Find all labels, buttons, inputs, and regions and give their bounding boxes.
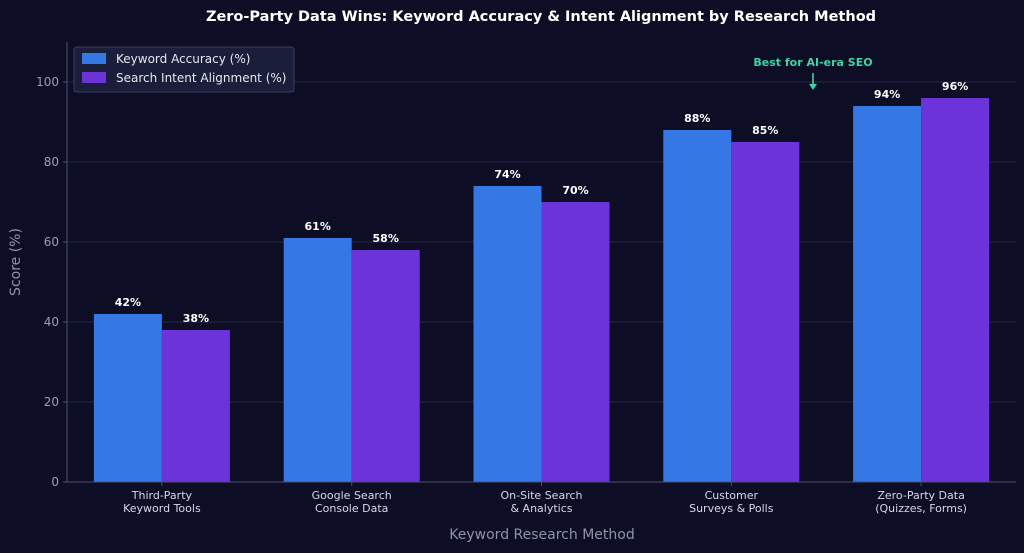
- legend-label-keyword-accuracy: Keyword Accuracy (%): [116, 52, 250, 66]
- data-label-1-3: 85%: [752, 124, 778, 137]
- y-tick-label-0: 0: [51, 475, 59, 489]
- data-label-1-4: 96%: [942, 80, 968, 93]
- y-tick-label-40: 40: [44, 315, 59, 329]
- x-tick-label-4: Zero-Party Data (Quizzes, Forms): [875, 489, 967, 515]
- bar-intent-alignment-0: [161, 330, 230, 482]
- data-label-0-2: 74%: [494, 168, 520, 181]
- legend-swatch-keyword-accuracy: [82, 53, 106, 64]
- y-tick-label-80: 80: [44, 155, 59, 169]
- data-label-1-1: 58%: [373, 232, 399, 245]
- x-axis-title: Keyword Research Method: [449, 527, 634, 543]
- data-label-0-0: 42%: [115, 296, 141, 309]
- chart-title: Zero-Party Data Wins: Keyword Accuracy &…: [206, 9, 876, 25]
- data-labels: 42% 38% 61% 58% 74% 70% 88% 85% 94% 96%: [115, 80, 969, 325]
- legend: Keyword Accuracy (%) Search Intent Align…: [73, 46, 295, 93]
- legend-swatch-intent-alignment: [82, 72, 106, 83]
- x-tick-label-3: Customer Surveys & Polls: [689, 489, 774, 515]
- legend-box: [73, 46, 295, 93]
- bar-intent-alignment-3: [731, 142, 800, 482]
- bar-intent-alignment-4: [921, 98, 990, 482]
- x-tick-label-1: Google Search Console Data: [312, 489, 392, 515]
- bar-keyword-accuracy-3: [663, 130, 732, 482]
- y-tick-label-20: 20: [44, 395, 59, 409]
- annotation-arrow-icon: [809, 84, 817, 90]
- data-label-0-3: 88%: [684, 112, 710, 125]
- annotation: Best for AI-era SEO: [753, 56, 873, 90]
- bar-keyword-accuracy-4: [853, 106, 922, 482]
- x-tick-label-2: On-Site Search & Analytics: [500, 489, 582, 515]
- data-label-0-1: 61%: [305, 220, 331, 233]
- y-tick-label-60: 60: [44, 235, 59, 249]
- legend-label-intent-alignment: Search Intent Alignment (%): [116, 71, 286, 85]
- data-label-0-4: 94%: [874, 88, 900, 101]
- bars: [93, 98, 990, 482]
- bar-keyword-accuracy-2: [473, 186, 542, 482]
- bar-keyword-accuracy-1: [283, 238, 352, 482]
- axes: 0 20 40 60 80 100 Third-Party Keyword Tools Goog…: [36, 42, 1016, 515]
- y-axis-title: Score (%): [8, 228, 24, 296]
- y-tick-label-100: 100: [36, 75, 59, 89]
- bar-keyword-accuracy-0: [93, 314, 162, 482]
- bar-intent-alignment-2: [541, 202, 610, 482]
- data-label-1-0: 38%: [183, 312, 209, 325]
- bar-intent-alignment-1: [351, 250, 420, 482]
- annotation-text: Best for AI-era SEO: [753, 56, 872, 69]
- data-label-1-2: 70%: [562, 184, 588, 197]
- x-tick-label-0: Third-Party Keyword Tools: [123, 489, 201, 515]
